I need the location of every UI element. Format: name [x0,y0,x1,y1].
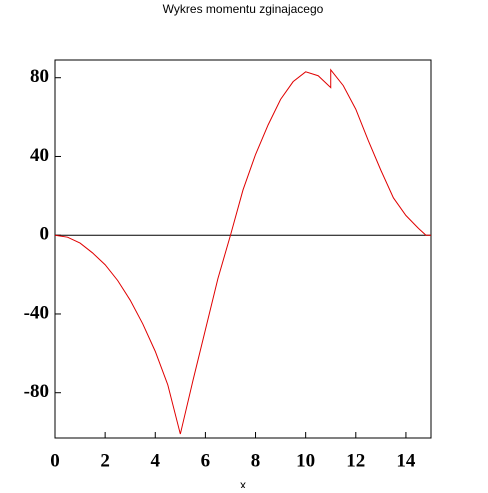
x-tick-label: 10 [296,450,315,471]
line-series [54,68,431,435]
chart-title: Wykres momentu zginajacego [163,2,324,16]
x-tick-label: 12 [346,450,365,471]
x-tick-label: 4 [151,450,161,471]
x-axis-label: x [240,478,246,488]
x-tick-label: 8 [251,450,261,471]
x-tick-label: 0 [50,450,60,471]
y-tick-label: -80 [24,381,49,402]
y-tick-label: 0 [40,224,50,245]
x-tick-label: 2 [100,450,110,471]
plot-frame [54,59,432,439]
y-tick-label: -40 [24,302,49,323]
x-tick-label: 6 [201,450,211,471]
y-tick-label: 80 [30,66,49,87]
y-tick-label: 40 [30,145,49,166]
x-tick-label: 14 [396,450,416,471]
